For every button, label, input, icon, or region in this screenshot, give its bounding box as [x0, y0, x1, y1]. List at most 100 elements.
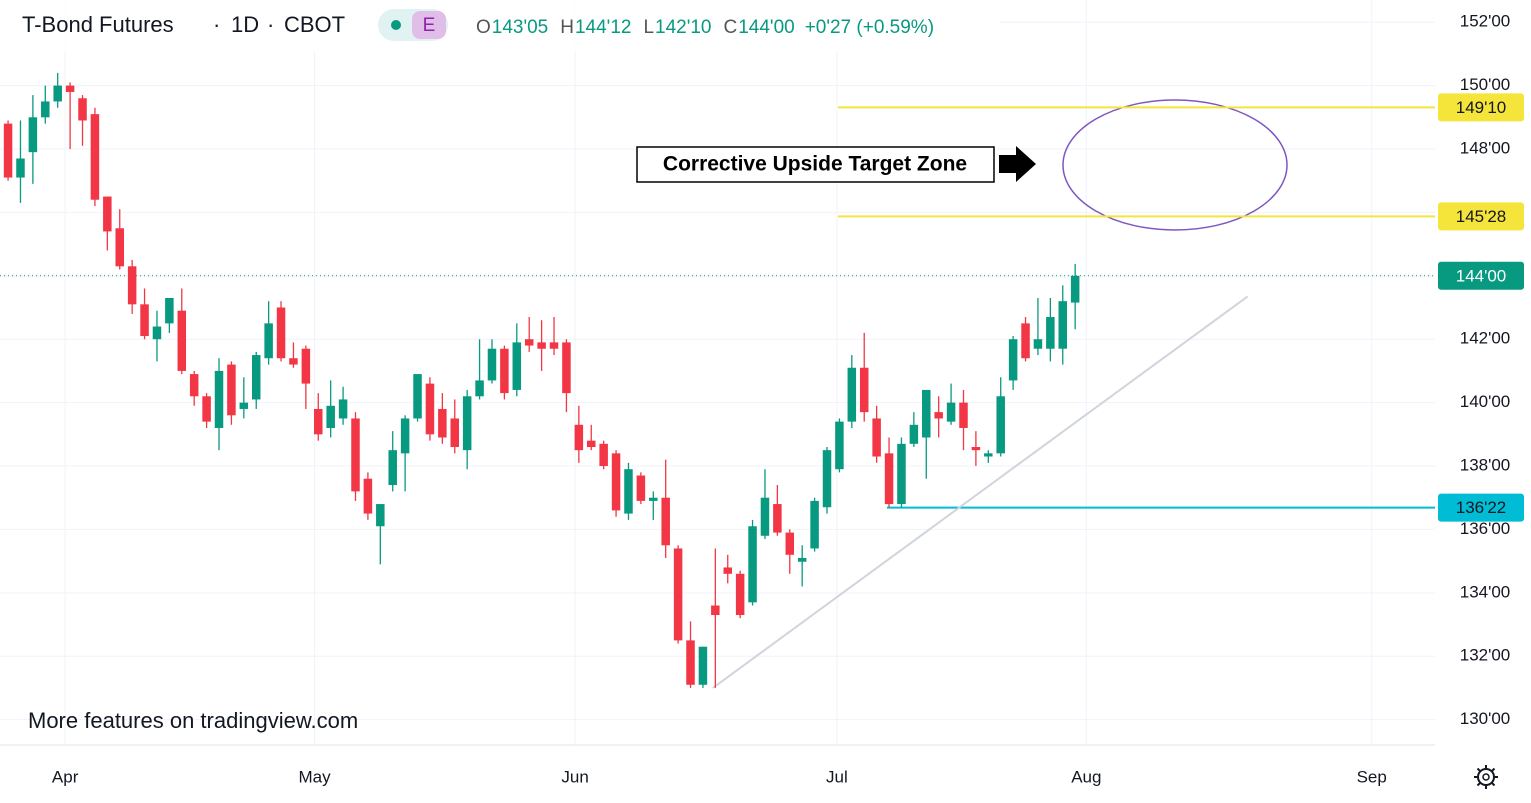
candle-body — [1046, 317, 1055, 349]
symbol-title: T-Bond Futures — [22, 12, 174, 37]
candle-body — [946, 402, 956, 422]
candle-body — [524, 339, 534, 346]
ohlc-value: 144'00 — [738, 17, 794, 38]
candle-body — [797, 557, 807, 562]
candle-body — [462, 396, 472, 451]
candle-body — [698, 646, 708, 685]
y-tick-label: 150'00 — [1460, 75, 1511, 94]
candle-body — [934, 412, 943, 419]
trendline — [712, 295, 1249, 689]
x-tick-label: Jun — [561, 767, 588, 786]
candle-body — [202, 396, 211, 422]
drawings: Corrective Upside Target Zone — [0, 99, 1435, 689]
candle-body — [922, 389, 931, 438]
annotation-box — [636, 146, 995, 183]
candle-body — [65, 85, 75, 92]
candle-body — [686, 640, 695, 685]
x-tick-label: Sep — [1357, 767, 1387, 786]
candle-body — [624, 469, 633, 514]
last-price-label: 144'00 — [1456, 266, 1507, 285]
candle-body — [537, 342, 546, 349]
annotation-arrow — [999, 146, 1036, 182]
candle-body — [549, 342, 559, 349]
level-label: 145'28 — [1456, 207, 1507, 226]
candle-body — [872, 418, 881, 457]
status-dot — [391, 20, 401, 30]
level-label: 136'22 — [1456, 498, 1507, 517]
candle-body — [562, 342, 571, 394]
candle-body — [276, 307, 286, 359]
candle-body — [90, 114, 100, 200]
candle-body — [735, 573, 745, 616]
candle-body — [189, 374, 199, 397]
watermark: More features on tradingview.com — [28, 708, 358, 733]
candle-body — [959, 402, 968, 428]
candle-body — [835, 421, 844, 470]
candle-body — [425, 383, 435, 435]
separator: · — [267, 12, 274, 37]
candle-body — [177, 310, 187, 371]
candle-body — [413, 374, 422, 419]
candle-body — [500, 348, 509, 394]
candle-body — [1021, 323, 1030, 359]
candle-body — [897, 443, 906, 505]
ohlc-value: 142'10 — [655, 17, 711, 38]
candle-body — [115, 228, 124, 267]
ohlc-value: 143'05 — [492, 17, 548, 38]
header: T-Bond Futures · 1D · CBOT E O 143'05 H 144… — [0, 0, 1000, 52]
candle-body — [859, 367, 869, 413]
candle-body — [239, 402, 249, 409]
candle-body — [673, 548, 683, 641]
candles — [3, 72, 1080, 688]
candle-body — [301, 348, 311, 384]
y-tick-label: 134'00 — [1460, 582, 1511, 601]
gear-teeth — [1474, 765, 1498, 789]
y-tick-label: 130'00 — [1460, 709, 1511, 728]
candle-body — [376, 504, 385, 527]
candle-body — [773, 504, 782, 533]
settings-icon[interactable] — [1474, 765, 1498, 789]
candle-body — [338, 399, 348, 419]
candle-body — [400, 418, 410, 454]
candle-body — [314, 408, 323, 435]
candle-body — [214, 370, 224, 428]
x-tick-label: Aug — [1071, 767, 1101, 786]
candle-body — [16, 158, 25, 178]
separator: · — [213, 12, 220, 37]
y-tick-label: 148'00 — [1460, 138, 1511, 157]
candle-body — [760, 497, 770, 536]
candle-body — [53, 85, 62, 102]
candle-body — [251, 355, 261, 400]
candle-body — [984, 453, 993, 457]
candle-body — [326, 405, 335, 428]
interval: 1D — [231, 12, 259, 37]
candle-body — [909, 424, 919, 444]
level-label: 149'10 — [1456, 98, 1507, 117]
ohlc-legend: O 143'05 H 144'12 L 142'10 C 144'00 +0'27 (+0.59… — [476, 17, 934, 38]
level-badge — [1438, 202, 1524, 231]
candle-body — [1058, 301, 1068, 349]
badge-bg — [412, 11, 446, 39]
candle-body — [1008, 339, 1018, 381]
x-tick-label: Apr — [52, 767, 79, 786]
candle-body — [847, 367, 857, 422]
candle-body — [971, 447, 981, 451]
x-tick-label: Jul — [826, 767, 848, 786]
candle-body — [289, 358, 298, 365]
candle-body — [103, 196, 112, 232]
candle-body — [636, 475, 646, 501]
candle-body — [884, 453, 894, 505]
candle-body — [140, 304, 149, 337]
price-badges: 149'10 145'28 136'22 144'00 — [1438, 93, 1524, 522]
exchange: CBOT — [284, 12, 345, 37]
candle-body — [599, 443, 608, 467]
annotation: Corrective Upside Target Zone — [663, 153, 967, 176]
level-badge — [1438, 93, 1524, 122]
candle-body — [475, 380, 484, 397]
candle-body — [574, 424, 584, 451]
candle-body — [438, 408, 447, 438]
header-bg — [0, 0, 1000, 52]
candle-body — [996, 396, 1005, 454]
